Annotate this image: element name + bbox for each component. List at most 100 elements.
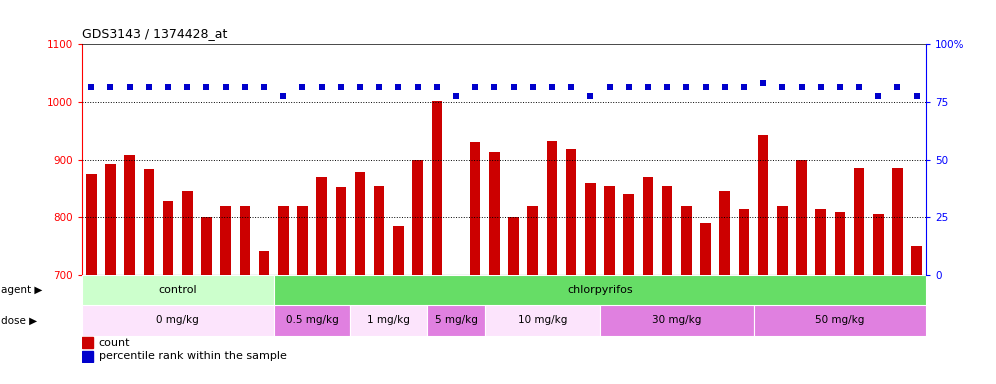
- Bar: [662, 185, 672, 275]
- Point: [678, 84, 694, 91]
- Bar: [374, 185, 384, 275]
- Point: [140, 84, 156, 91]
- Bar: [892, 168, 902, 275]
- Bar: [355, 172, 366, 275]
- Point: [774, 84, 790, 91]
- Bar: [796, 160, 807, 275]
- Bar: [201, 217, 212, 275]
- Point: [602, 84, 618, 91]
- Point: [295, 84, 311, 91]
- Bar: [182, 191, 192, 275]
- Point: [84, 84, 100, 91]
- Text: 0.5 mg/kg: 0.5 mg/kg: [286, 316, 339, 326]
- Bar: [106, 164, 116, 275]
- Bar: [162, 201, 173, 275]
- Bar: [259, 251, 269, 275]
- Point: [889, 84, 905, 91]
- Bar: [470, 142, 480, 275]
- Bar: [700, 223, 711, 275]
- Text: 30 mg/kg: 30 mg/kg: [652, 316, 701, 326]
- Bar: [719, 191, 730, 275]
- Point: [871, 93, 886, 99]
- Point: [160, 84, 176, 91]
- Point: [275, 93, 291, 99]
- Bar: [485, 305, 600, 336]
- Point: [256, 84, 272, 91]
- Text: 10 mg/kg: 10 mg/kg: [518, 316, 567, 326]
- Bar: [566, 149, 577, 275]
- Text: control: control: [158, 285, 197, 295]
- Bar: [143, 169, 154, 275]
- Point: [506, 84, 522, 91]
- Point: [525, 84, 541, 91]
- Point: [908, 93, 924, 99]
- Point: [621, 84, 636, 91]
- Bar: [82, 351, 93, 361]
- Bar: [278, 206, 289, 275]
- Point: [486, 84, 502, 91]
- Bar: [427, 305, 485, 336]
- Bar: [274, 275, 926, 305]
- Bar: [600, 305, 754, 336]
- Text: count: count: [99, 338, 130, 348]
- Bar: [82, 338, 93, 348]
- Text: dose ▶: dose ▶: [1, 316, 37, 326]
- Point: [179, 84, 195, 91]
- Point: [832, 84, 848, 91]
- Bar: [508, 217, 519, 275]
- Bar: [317, 177, 327, 275]
- Text: 1 mg/kg: 1 mg/kg: [368, 316, 410, 326]
- Point: [563, 84, 579, 91]
- Bar: [297, 206, 308, 275]
- Bar: [605, 185, 615, 275]
- Bar: [754, 305, 926, 336]
- Bar: [739, 209, 749, 275]
- Point: [122, 84, 137, 91]
- Point: [583, 93, 599, 99]
- Text: agent ▶: agent ▶: [1, 285, 43, 295]
- Point: [314, 84, 330, 91]
- Point: [352, 84, 368, 91]
- Point: [448, 93, 464, 99]
- Point: [852, 84, 868, 91]
- Bar: [547, 141, 557, 275]
- Point: [697, 84, 713, 91]
- Bar: [873, 215, 883, 275]
- Point: [717, 84, 733, 91]
- Text: 5 mg/kg: 5 mg/kg: [434, 316, 477, 326]
- Point: [409, 84, 425, 91]
- Bar: [240, 206, 250, 275]
- Bar: [911, 246, 922, 275]
- Bar: [642, 177, 653, 275]
- Point: [544, 84, 560, 91]
- Bar: [124, 155, 134, 275]
- Bar: [623, 194, 634, 275]
- Point: [813, 84, 829, 91]
- Point: [794, 84, 810, 91]
- Bar: [431, 101, 442, 275]
- Bar: [585, 183, 596, 275]
- Point: [755, 80, 771, 86]
- Text: GDS3143 / 1374428_at: GDS3143 / 1374428_at: [82, 27, 227, 40]
- Bar: [82, 275, 274, 305]
- Bar: [336, 187, 346, 275]
- Point: [237, 84, 253, 91]
- Point: [198, 84, 214, 91]
- Bar: [758, 136, 768, 275]
- Text: 50 mg/kg: 50 mg/kg: [815, 316, 865, 326]
- Bar: [82, 305, 274, 336]
- Point: [390, 84, 406, 91]
- Point: [103, 84, 119, 91]
- Point: [640, 84, 656, 91]
- Point: [218, 84, 234, 91]
- Bar: [393, 226, 403, 275]
- Bar: [86, 174, 97, 275]
- Point: [659, 84, 675, 91]
- Bar: [274, 305, 351, 336]
- Bar: [220, 206, 231, 275]
- Bar: [777, 206, 788, 275]
- Bar: [835, 212, 846, 275]
- Point: [467, 84, 483, 91]
- Bar: [351, 305, 427, 336]
- Bar: [528, 206, 538, 275]
